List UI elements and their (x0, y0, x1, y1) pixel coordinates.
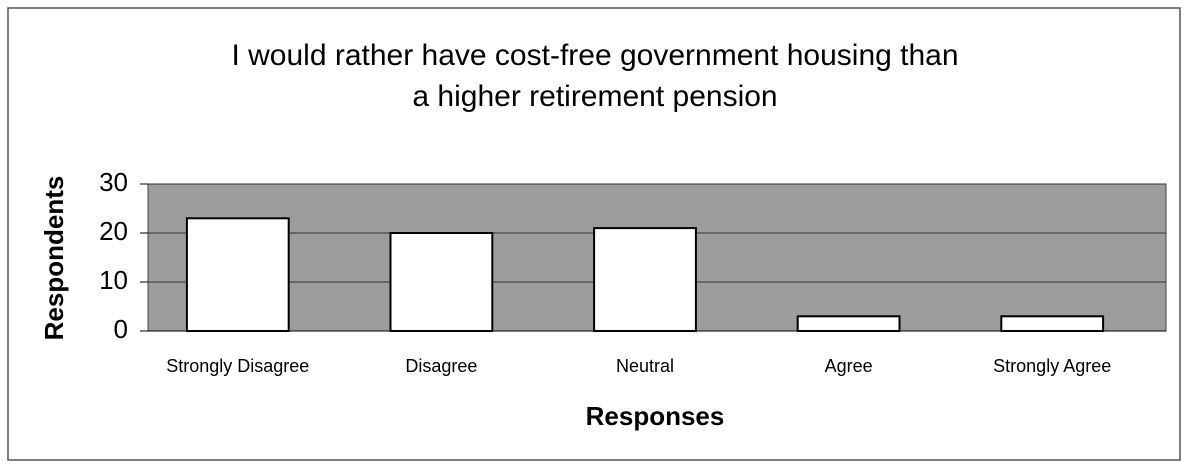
bar (389, 232, 494, 332)
chart-title: I would rather have cost-free government… (231, 39, 958, 72)
x-axis-label: Responses (586, 401, 725, 431)
chart-title: a higher retirement pension (412, 80, 777, 113)
x-tick-label: Neutral (616, 356, 674, 376)
bar (1000, 315, 1105, 332)
x-tick-label: Strongly Agree (993, 356, 1111, 376)
y-tick-label: 30 (99, 167, 128, 197)
y-tick-label: 10 (99, 265, 128, 295)
x-tick-label: Agree (825, 356, 873, 376)
x-tick-label: Disagree (405, 356, 477, 376)
y-tick-label: 20 (99, 216, 128, 246)
x-tick-label: Strongly Disagree (166, 356, 309, 376)
bar (796, 315, 901, 332)
bar (185, 217, 290, 332)
y-axis-label: Respondents (39, 176, 69, 341)
bar (593, 227, 697, 333)
y-tick-label: 0 (114, 314, 128, 344)
